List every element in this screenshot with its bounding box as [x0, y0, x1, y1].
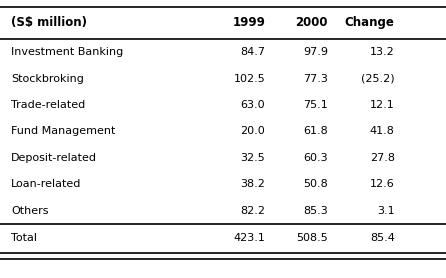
Text: 82.2: 82.2 — [240, 206, 265, 215]
Text: 60.3: 60.3 — [303, 153, 328, 163]
Text: 85.3: 85.3 — [303, 206, 328, 215]
Text: (25.2): (25.2) — [361, 74, 395, 83]
Text: 508.5: 508.5 — [296, 234, 328, 243]
Text: 12.1: 12.1 — [370, 100, 395, 110]
Text: 84.7: 84.7 — [240, 47, 265, 57]
Text: Change: Change — [345, 16, 395, 29]
Text: 20.0: 20.0 — [241, 126, 265, 136]
Text: 423.1: 423.1 — [234, 234, 265, 243]
Text: 97.9: 97.9 — [303, 47, 328, 57]
Text: 50.8: 50.8 — [303, 179, 328, 189]
Text: Fund Management: Fund Management — [11, 126, 116, 136]
Text: 102.5: 102.5 — [234, 74, 265, 83]
Text: 85.4: 85.4 — [370, 234, 395, 243]
Text: 27.8: 27.8 — [370, 153, 395, 163]
Text: Loan-related: Loan-related — [11, 179, 82, 189]
Text: 13.2: 13.2 — [370, 47, 395, 57]
Text: 63.0: 63.0 — [241, 100, 265, 110]
Text: 1999: 1999 — [232, 16, 265, 29]
Text: 32.5: 32.5 — [241, 153, 265, 163]
Text: Stockbroking: Stockbroking — [11, 74, 84, 83]
Text: 61.8: 61.8 — [303, 126, 328, 136]
Text: 2000: 2000 — [295, 16, 328, 29]
Text: 77.3: 77.3 — [303, 74, 328, 83]
Text: Investment Banking: Investment Banking — [11, 47, 124, 57]
Text: 38.2: 38.2 — [240, 179, 265, 189]
Text: (S$ million): (S$ million) — [11, 16, 87, 29]
Text: Deposit-related: Deposit-related — [11, 153, 97, 163]
Text: Trade-related: Trade-related — [11, 100, 85, 110]
Text: 41.8: 41.8 — [370, 126, 395, 136]
Text: 12.6: 12.6 — [370, 179, 395, 189]
Text: Others: Others — [11, 206, 49, 215]
Text: Total: Total — [11, 234, 37, 243]
Text: 3.1: 3.1 — [377, 206, 395, 215]
Text: 75.1: 75.1 — [303, 100, 328, 110]
